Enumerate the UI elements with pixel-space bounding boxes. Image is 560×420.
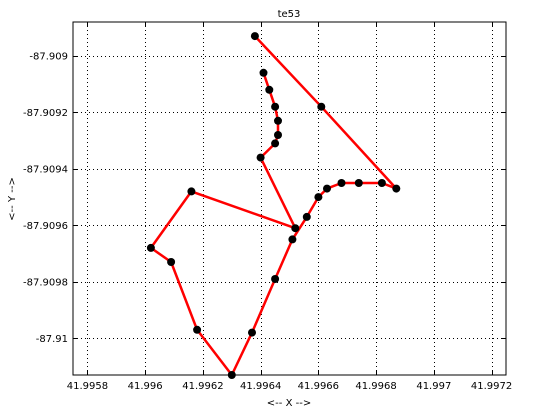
x-axis-label: <-- X --> [267, 398, 311, 409]
y-tick-label: -87.91 [36, 334, 68, 345]
y-axis-label: <-- Y --> [7, 177, 18, 221]
x-tick-label: 41.9958 [67, 381, 108, 392]
data-point [337, 179, 346, 187]
markers-layer [146, 32, 401, 379]
data-point [377, 179, 386, 187]
x-tick-label: 41.9966 [298, 381, 339, 392]
data-point [187, 187, 196, 196]
y-tick-label: -87.9096 [23, 221, 68, 232]
y-tick-label: -87.9094 [23, 164, 68, 175]
x-tick-label: 41.997 [416, 381, 451, 392]
data-point [167, 258, 176, 266]
data-point [271, 275, 280, 283]
x-tick-label: 41.9964 [240, 381, 281, 392]
data-point [256, 153, 265, 162]
data-point [265, 85, 274, 94]
data-point [291, 224, 300, 233]
plot-frame [72, 21, 507, 376]
data-point [146, 243, 155, 252]
y-tick-labels: -87.909 -87.9092 -87.9094 -87.9096 -87.9098 -… [23, 51, 68, 344]
data-point [248, 328, 256, 337]
chart-title: te53 [278, 9, 301, 20]
data-point [193, 325, 202, 334]
x-tick-label: 41.9968 [355, 381, 396, 392]
data-point [259, 68, 268, 77]
data-point [250, 32, 259, 41]
data-point [274, 116, 282, 125]
data-point [271, 102, 280, 111]
y-tick-label: -87.9092 [23, 108, 68, 119]
x-tick-labels: 41.9958 41.996 41.9962 41.9964 41.9966 41.996… [67, 381, 512, 392]
y-tick-label: -87.9098 [23, 277, 68, 288]
data-point [227, 371, 236, 379]
axis-ticks [73, 22, 506, 375]
x-tick-label: 41.996 [128, 381, 163, 392]
x-tick-label: 41.9972 [471, 381, 512, 392]
data-point [314, 193, 323, 202]
data-point [302, 212, 311, 221]
data-point [271, 139, 280, 148]
data-point [288, 235, 297, 244]
plot-area [73, 22, 506, 375]
data-point [354, 179, 363, 187]
data-point [323, 184, 331, 193]
data-point [317, 102, 326, 111]
data-point [274, 131, 282, 139]
data-point [392, 184, 401, 193]
y-tick-label: -87.909 [29, 51, 68, 62]
x-tick-label: 41.9962 [182, 381, 223, 392]
